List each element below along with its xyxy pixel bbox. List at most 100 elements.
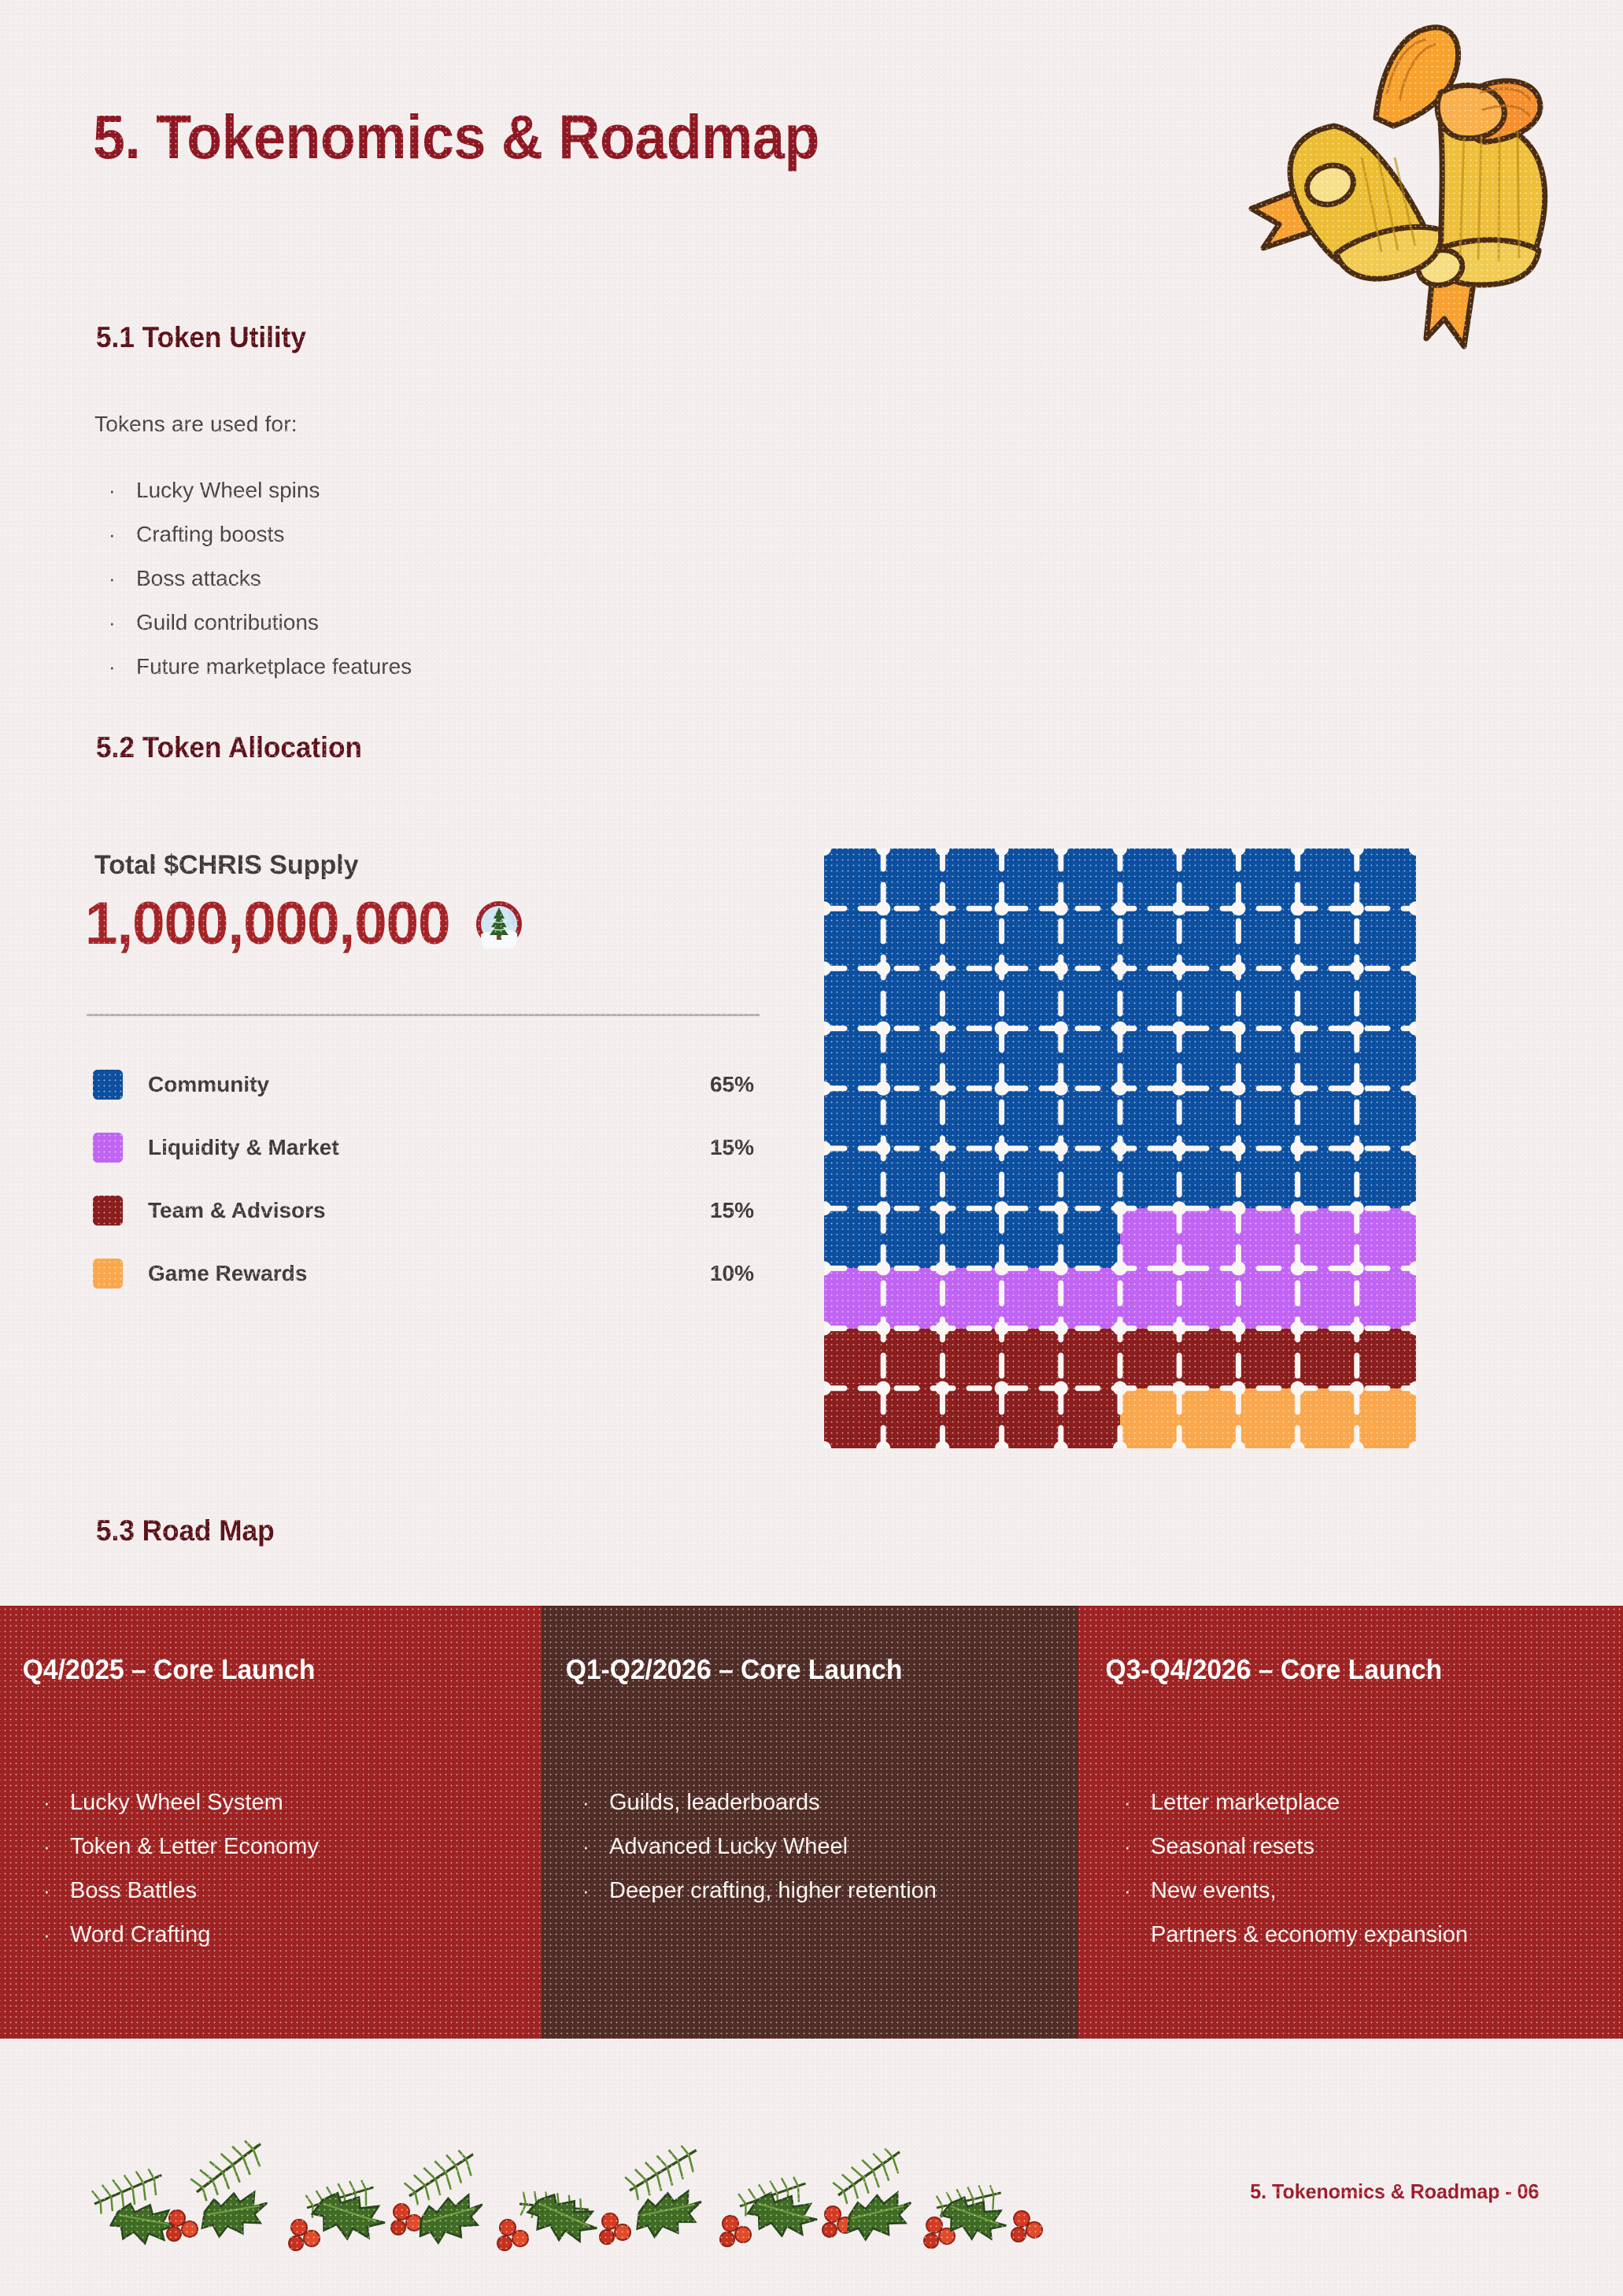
waffle-cell [1001,1148,1061,1209]
waffle-cell [824,849,884,909]
legend-label: Liquidity & Market [148,1135,339,1159]
waffle-cell [1356,1088,1416,1148]
list-item-label: Word Crafting [70,1922,211,1947]
waffle-cell [1356,1328,1416,1388]
roadmap-column-q3-q4-2026: Q3-Q4/2026 – Core Launch · Letter marketp… [1078,1606,1623,2039]
waffle-cell [824,1148,884,1209]
waffle-cell [1238,1028,1298,1089]
total-supply-row: 1,000,000,000 [85,894,523,956]
list-item: · Future marketplace features [109,645,612,689]
list-item-label: Crafting boosts [136,522,285,546]
waffle-cell [1297,1028,1357,1089]
waffle-cell [1179,1388,1239,1448]
golden-bells-with-bow-icon [1204,0,1566,370]
roadmap-item-list: · Letter marketplace · Seasonal resets · Ne… [1078,1780,1623,1957]
list-item: · Seasonal resets [1124,1825,1623,1869]
waffle-cell [1119,1328,1180,1388]
waffle-cell [1179,908,1239,969]
legend-row: Community 65% [93,1053,754,1116]
waffle-cell [824,1268,884,1329]
waffle-cell [1297,849,1357,909]
waffle-cell [883,1328,943,1388]
legend-swatch-game-rewards [93,1259,123,1288]
waffle-cell [883,1208,943,1269]
waffle-cell [1179,968,1239,1029]
roadmap-item-list: · Guilds, leaderboards · Advanced Lucky Wh… [542,1780,1078,1913]
waffle-cell [824,1388,884,1448]
waffle-cell [1297,1388,1357,1448]
page-title: 5. Tokenomics & Roadmap [93,102,819,172]
legend-percent: 65% [709,1072,754,1096]
waffle-cell [1297,1208,1357,1269]
list-item: · Boss Battles [43,1869,542,1913]
waffle-cell [1119,849,1180,909]
waffle-cell [1297,908,1357,969]
waffle-cell [883,968,943,1029]
waffle-cell [942,968,1002,1029]
bullet-icon: · [109,567,116,590]
waffle-cell [1356,1028,1416,1089]
waffle-cell [883,849,943,909]
waffle-cell [824,1088,884,1148]
token-utility-intro: Tokens are used for: [94,412,298,436]
roadmap-column-q4-2025: Q4/2025 – Core Launch · Lucky Wheel Syste… [0,1606,542,2039]
roadmap: Q4/2025 – Core Launch · Lucky Wheel Syste… [0,1606,1623,2039]
list-item-label: Guild contributions [136,610,319,634]
list-item-label: Lucky Wheel spins [136,478,320,502]
legend-row: Team & Advisors 15% [93,1179,754,1242]
waffle-cell [942,849,1002,909]
waffle-cell [1060,1268,1120,1329]
waffle-cell [1060,908,1120,969]
waffle-cell [1001,1088,1061,1148]
waffle-cell [1001,1388,1061,1448]
list-item: · Boss attacks [109,556,612,601]
waffle-cell [1297,1088,1357,1148]
roadmap-column-q1-q2-2026: Q1-Q2/2026 – Core Launch · Guilds, leader… [542,1606,1078,2039]
waffle-cell [1179,1328,1239,1388]
bullet-icon: · [43,1923,50,1947]
waffle-cell [1119,1088,1180,1148]
legend-label: Community [148,1072,269,1096]
waffle-cell [1356,849,1416,909]
waffle-cell [1060,1388,1120,1448]
waffle-cell [1060,1208,1120,1269]
legend-label: Game Rewards [148,1261,308,1285]
waffle-cell [1001,1268,1061,1329]
bullet-icon: · [582,1835,590,1858]
waffle-cell [1238,1388,1298,1448]
section-heading-road-map: 5.3 Road Map [96,1514,275,1547]
legend-row: Liquidity & Market 15% [93,1116,754,1179]
waffle-cell [883,1148,943,1209]
list-item: · Guild contributions [109,601,612,645]
list-item-label: Guilds, leaderboards [609,1790,820,1815]
waffle-cell [1238,1088,1298,1148]
waffle-cell [1179,1028,1239,1089]
waffle-cell [1119,908,1180,969]
total-supply-label: Total $CHRIS Supply [94,850,359,880]
waffle-cell [883,1088,943,1148]
waffle-cell [1356,1388,1416,1448]
waffle-cell [942,1148,1002,1209]
legend-row: Game Rewards 10% [93,1242,754,1305]
list-item-label: Seasonal resets [1151,1834,1314,1859]
waffle-cell [1119,1388,1180,1448]
waffle-cell [1297,1148,1357,1209]
waffle-cell [1119,1148,1180,1209]
allocation-legend: Community 65% Liquidity & Market 15% Tea… [93,1053,754,1305]
section-heading-token-utility: 5.1 Token Utility [96,321,306,353]
waffle-cell [824,1328,884,1388]
list-item-label: Lucky Wheel System [70,1790,283,1815]
waffle-cell [1297,1268,1357,1329]
waffle-cell [824,908,884,969]
waffle-cell [883,1268,943,1329]
list-item-label: Future marketplace features [136,654,412,678]
waffle-cell [1356,1148,1416,1209]
list-item: · Deeper crafting, higher retention [582,1869,1078,1913]
waffle-cell [1119,1028,1180,1089]
waffle-cell [1179,1208,1239,1269]
waffle-cell [883,908,943,969]
waffle-cell [1060,1028,1120,1089]
waffle-cell [824,1208,884,1269]
section-heading-token-allocation: 5.2 Token Allocation [96,731,362,763]
waffle-cell [883,1388,943,1448]
